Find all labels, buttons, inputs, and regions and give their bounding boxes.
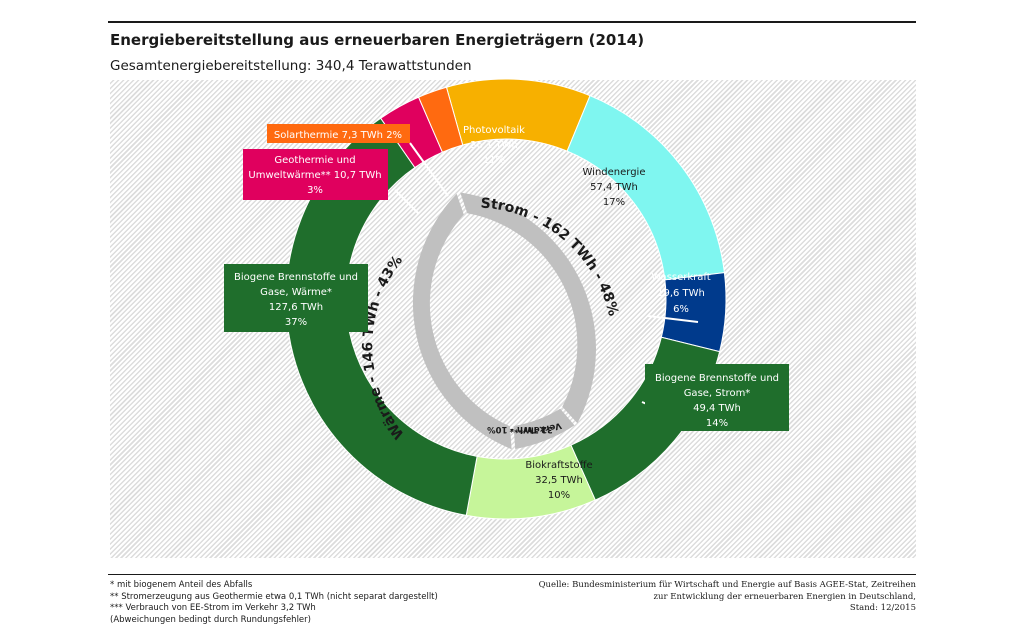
outer-slice-solarthermie xyxy=(417,86,464,153)
label-biogene-strom: Biogene Brennstoffe und Gase, Strom* 49,… xyxy=(645,364,789,431)
leader-wasserkraft xyxy=(647,315,699,323)
label-biostrom-line1: Biogene Brennstoffe und xyxy=(655,373,779,384)
label-wind-line2: 57,4 TWh xyxy=(590,182,638,193)
label-wasser-line3: 6% xyxy=(673,304,689,315)
label-pv-line2: 36,1 TWh xyxy=(470,140,518,151)
footnotes: * mit biogenem Anteil des Abfalls ** Str… xyxy=(110,580,438,626)
label-solarthermie-text: Solarthermie 7,3 TWh 2% xyxy=(274,130,402,141)
label-wasser-line1: Wasserkraft xyxy=(651,272,710,283)
label-solarthermie: Solarthermie 7,3 TWh 2% xyxy=(267,124,410,143)
source-line-3: Stand: 12/2015 xyxy=(849,603,916,614)
label-pv-line3: 11% xyxy=(483,155,505,166)
inner-segment-strom xyxy=(460,192,596,424)
inner-label-verkehr-2: 32 TWh - 10% xyxy=(487,424,553,434)
label-biowaerme-line3: 127,6 TWh xyxy=(269,302,323,313)
inner-segment-waerme xyxy=(412,193,512,450)
label-box-solarthermie xyxy=(267,124,410,143)
label-biowaerme-line2: Gase, Wärme* xyxy=(260,287,332,298)
footnote-4: (Abweichungen bedingt durch Rundungsfehl… xyxy=(110,614,311,625)
leader-solarthermie xyxy=(409,142,449,197)
label-geothermie-line3: 3% xyxy=(307,185,323,196)
label-box-biogene-strom xyxy=(645,364,789,431)
outer-slice-photovoltaik xyxy=(445,78,591,152)
top-rule xyxy=(108,21,916,23)
source-line-1: Quelle: Bundesministerium für Wirtschaft… xyxy=(538,580,916,590)
label-geothermie-line2: Umweltwärme** 10,7 TWh xyxy=(248,170,381,181)
label-geothermie-line1: Geothermie und xyxy=(274,155,355,166)
label-wasser-line2: 19,6 TWh xyxy=(657,288,705,299)
label-biostrom-line2: Gase, Strom* xyxy=(684,388,751,399)
footnote-3: *** Verbrauch von EE-Strom im Verkehr 3,… xyxy=(110,603,316,614)
leader-geothermie xyxy=(394,189,419,214)
label-box-biogene-waerme xyxy=(224,264,368,332)
label-biokraft-line1: Biokraftstoffe xyxy=(525,460,592,471)
chart-subtitle: Gesamtenergiebereitstellung: 340,4 Teraw… xyxy=(110,58,472,74)
label-pv-line1: Photovoltaik xyxy=(463,125,525,136)
footnote-2: ** Stromerzeugung aus Geothermie etwa 0,… xyxy=(110,591,438,602)
label-biowaerme-line4: 37% xyxy=(285,317,307,328)
label-biokraft-line2: 32,5 TWh xyxy=(535,475,583,486)
label-biostrom-line4: 14% xyxy=(706,418,728,429)
label-biokraftstoffe: Biokraftstoffe 32,5 TWh 10% xyxy=(525,460,592,501)
bottom-rule xyxy=(108,574,916,575)
label-photovoltaik: Photovoltaik 36,1 TWh 11% xyxy=(463,125,525,166)
label-biokraft-line3: 10% xyxy=(548,490,570,501)
chart-title: Energiebereitstellung aus erneuerbaren E… xyxy=(110,31,645,49)
label-geothermie: Geothermie und Umweltwärme** 10,7 TWh 3% xyxy=(243,149,388,200)
source-note: Quelle: Bundesministerium für Wirtschaft… xyxy=(496,580,916,615)
inner-segment-verkehr xyxy=(513,408,575,449)
label-wind-line1: Windenergie xyxy=(583,167,646,178)
inner-ring xyxy=(412,192,596,450)
label-windenergie: Windenergie 57,4 TWh 17% xyxy=(583,167,646,208)
source-line-2: zur Entwicklung der erneuerbaren Energie… xyxy=(653,591,916,602)
label-wasserkraft: Wasserkraft 19,6 TWh 6% xyxy=(651,272,710,315)
label-wind-line3: 17% xyxy=(603,197,625,208)
label-biostrom-line3: 49,4 TWh xyxy=(693,403,741,414)
footnote-1: * mit biogenem Anteil des Abfalls xyxy=(110,580,253,590)
label-box-geothermie xyxy=(243,149,388,200)
label-biowaerme-line1: Biogene Brennstoffe und xyxy=(234,272,358,283)
label-biogene-waerme: Biogene Brennstoffe und Gase, Wärme* 127… xyxy=(224,264,368,332)
